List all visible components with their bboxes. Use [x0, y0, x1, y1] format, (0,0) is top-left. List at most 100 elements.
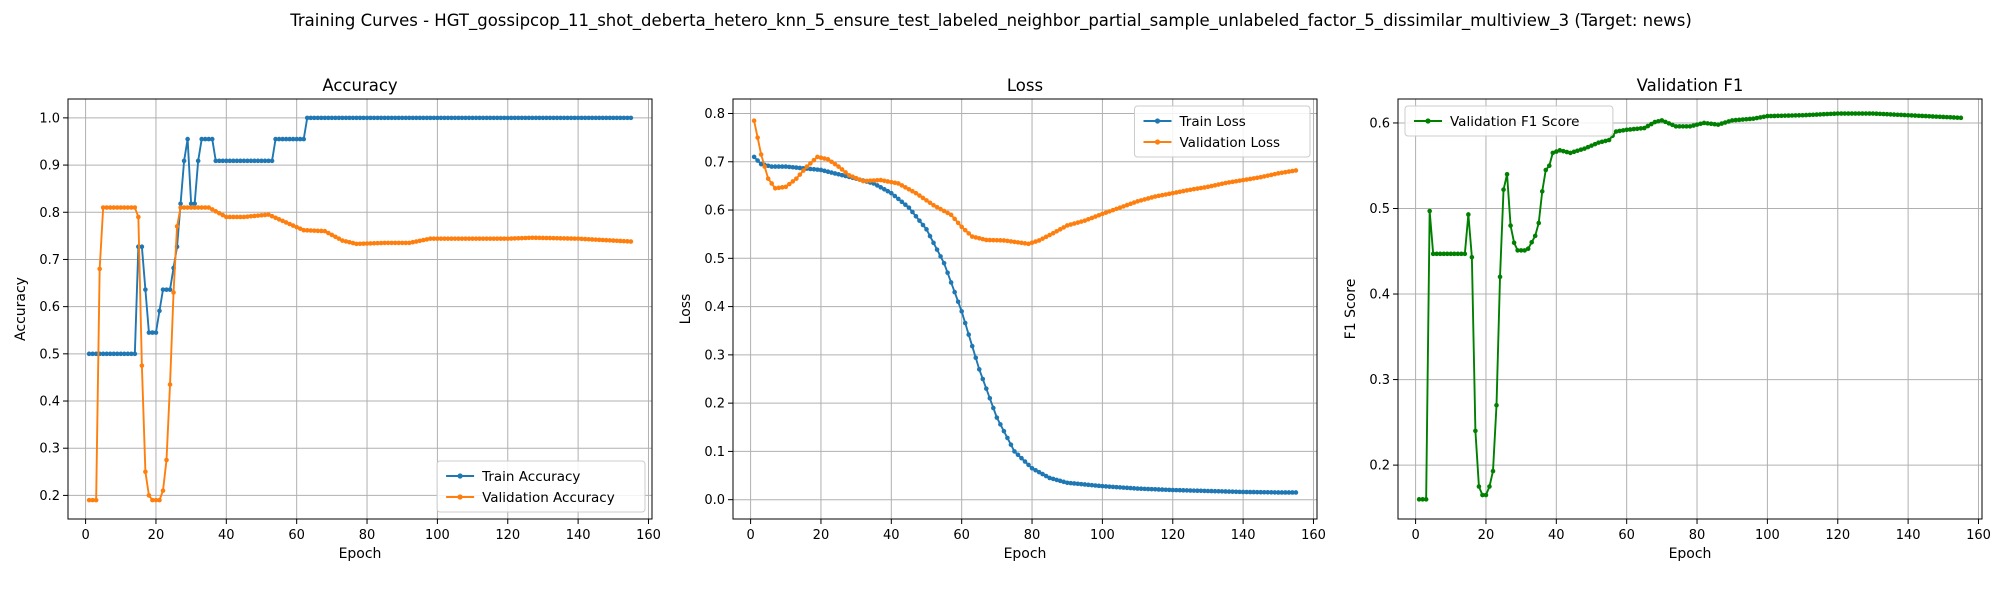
- f1-ytick-label: 0.2: [1369, 459, 1390, 474]
- loss-series-train-loss-point: [1265, 490, 1271, 495]
- f1-xtick-label: 60: [1618, 528, 1635, 543]
- f1-series-validation-f1-score-point: [1423, 497, 1429, 502]
- accuracy-xtick-label: 80: [359, 528, 376, 543]
- accuracy-series-validation-accuracy-point: [164, 457, 169, 463]
- loss-series-train-loss-point: [998, 422, 1003, 427]
- accuracy-series-validation-accuracy-point: [143, 469, 148, 475]
- f1-series-validation-f1-score-point: [1511, 240, 1517, 246]
- loss-series-train-loss-point: [758, 161, 764, 167]
- loss-series-train-loss-point: [1135, 486, 1140, 491]
- loss-series-train-loss-point: [913, 214, 919, 219]
- loss-series-validation-loss-point: [1279, 170, 1285, 176]
- accuracy-series-train-accuracy-point: [593, 115, 599, 121]
- loss-series-validation-loss-point: [1008, 239, 1014, 244]
- accuracy-series-train-accuracy-point: [259, 158, 264, 164]
- accuracy-series-train-accuracy-point: [294, 136, 299, 142]
- f1-series-validation-f1-score-point: [1430, 251, 1436, 257]
- f1-series-validation-f1-score-point: [1466, 212, 1471, 217]
- accuracy-series-train-accuracy-point: [364, 115, 370, 121]
- accuracy-series-validation-accuracy-point: [586, 236, 591, 242]
- accuracy-series-train-accuracy-point: [262, 158, 268, 164]
- loss-series-validation-loss-point: [839, 167, 845, 172]
- loss-series-validation-loss-point: [1033, 239, 1038, 244]
- accuracy-series-train-accuracy-point: [280, 136, 285, 142]
- accuracy-series-validation-accuracy-point: [276, 217, 282, 222]
- f1-series-validation-f1-score-point: [1751, 116, 1756, 121]
- accuracy-series-train-accuracy-point: [456, 115, 461, 121]
- accuracy-series-validation-accuracy-point: [245, 214, 250, 219]
- accuracy-series-validation-accuracy-point: [195, 205, 201, 210]
- accuracy-series-train-accuracy-point: [561, 115, 567, 121]
- accuracy-series-validation-accuracy-point: [621, 238, 627, 244]
- accuracy-series-train-accuracy-point: [181, 158, 187, 164]
- accuracy-series-validation-accuracy-point: [459, 236, 465, 241]
- accuracy-series-train-accuracy-point: [389, 115, 394, 121]
- f1-series-validation-f1-score-point: [1557, 148, 1563, 153]
- loss-series-validation-loss-point: [853, 175, 859, 181]
- loss-series-validation-loss-point: [772, 186, 778, 191]
- loss-series-train-loss-point: [808, 166, 813, 172]
- loss-series-validation-loss-point: [811, 157, 817, 163]
- f1-series-validation-f1-score-point: [1898, 112, 1904, 118]
- loss-series-validation-loss-point: [903, 185, 908, 190]
- accuracy-series-train-accuracy-point: [248, 158, 254, 164]
- f1-series-validation-f1-score-point: [1814, 112, 1819, 117]
- loss-series-validation-loss-point: [836, 164, 841, 169]
- loss-title: Loss: [1007, 76, 1043, 95]
- accuracy-series-train-accuracy-point: [445, 115, 451, 121]
- accuracy-xtick-label: 100: [425, 528, 450, 543]
- accuracy-series-train-accuracy-point: [220, 158, 226, 164]
- accuracy-series-validation-accuracy-point: [579, 236, 584, 242]
- accuracy-series-validation-accuracy-point: [403, 240, 409, 246]
- loss-series-validation-loss-point: [896, 181, 901, 186]
- f1-series-validation-f1-score-line: [1419, 112, 1961, 501]
- accuracy-series-validation-accuracy-point: [558, 236, 563, 241]
- f1-series-validation-f1-score-point: [1807, 112, 1812, 118]
- loss-series-train-loss-point: [945, 270, 950, 276]
- loss-series-train-loss-point: [1272, 490, 1278, 495]
- f1-series-validation-f1-score-point: [1754, 115, 1760, 121]
- accuracy-ytick-label: 0.6: [39, 300, 60, 315]
- accuracy-series-validation-accuracy-point: [382, 240, 387, 246]
- f1-series-validation-f1-score-point: [1494, 402, 1499, 408]
- accuracy-series-train-accuracy-point: [238, 158, 243, 164]
- accuracy-series-train-accuracy-point: [417, 115, 423, 121]
- loss-series-train-loss-point: [751, 154, 757, 160]
- figure-suptitle: Training Curves - HGT_gossipcop_11_shot_…: [289, 11, 1692, 31]
- loss-series-train-loss-point: [1247, 489, 1253, 495]
- loss-series-train-loss-point: [1078, 481, 1084, 487]
- loss-series-train-loss-point: [1237, 489, 1242, 495]
- accuracy-series-validation-accuracy-point: [114, 205, 120, 210]
- accuracy-series-train-accuracy-point: [319, 115, 324, 121]
- accuracy-series-validation-accuracy-point: [167, 382, 173, 387]
- loss-series-train-loss-point: [934, 247, 940, 252]
- loss-series-train-loss-point: [1209, 488, 1214, 494]
- accuracy-series-train-accuracy-point: [410, 115, 416, 121]
- accuracy-series-train-accuracy-point: [371, 115, 377, 121]
- f1-legend-box: [1404, 105, 1614, 137]
- loss-series-validation-loss-point: [1293, 168, 1299, 173]
- accuracy-series-train-accuracy-point: [146, 330, 152, 335]
- loss-series-validation-loss-point: [910, 188, 915, 194]
- loss-series-validation-loss-point: [1152, 194, 1158, 199]
- loss-series-validation-loss-point: [878, 177, 884, 183]
- loss-series-validation-loss-point: [1159, 192, 1165, 198]
- f1-series-validation-f1-score-point: [1870, 111, 1876, 116]
- loss-series-validation-loss-point: [1142, 197, 1147, 202]
- accuracy-xtick-label: 20: [148, 528, 165, 543]
- accuracy-series-validation-accuracy-point: [248, 214, 254, 219]
- accuracy-series-validation-accuracy-point: [301, 227, 307, 233]
- loss-series-train-loss-point: [892, 193, 898, 199]
- loss-series-validation-loss-point: [1124, 202, 1130, 208]
- accuracy-series-train-accuracy-point: [442, 115, 447, 121]
- loss-series-validation-loss-point: [1050, 230, 1056, 236]
- f1-series-validation-f1-score-point: [1603, 138, 1608, 144]
- accuracy-series-train-accuracy-point: [586, 115, 591, 121]
- loss-series-validation-loss-point: [1247, 176, 1253, 182]
- loss-series-train-loss-line: [753, 156, 1296, 494]
- f1-series-validation-f1-score-point: [1564, 149, 1570, 155]
- f1-xtick-label: 20: [1478, 528, 1495, 543]
- accuracy-series-train-accuracy-point: [625, 115, 630, 121]
- accuracy-series-validation-accuracy-point: [452, 236, 458, 241]
- loss-series-validation-loss-point: [1135, 199, 1140, 204]
